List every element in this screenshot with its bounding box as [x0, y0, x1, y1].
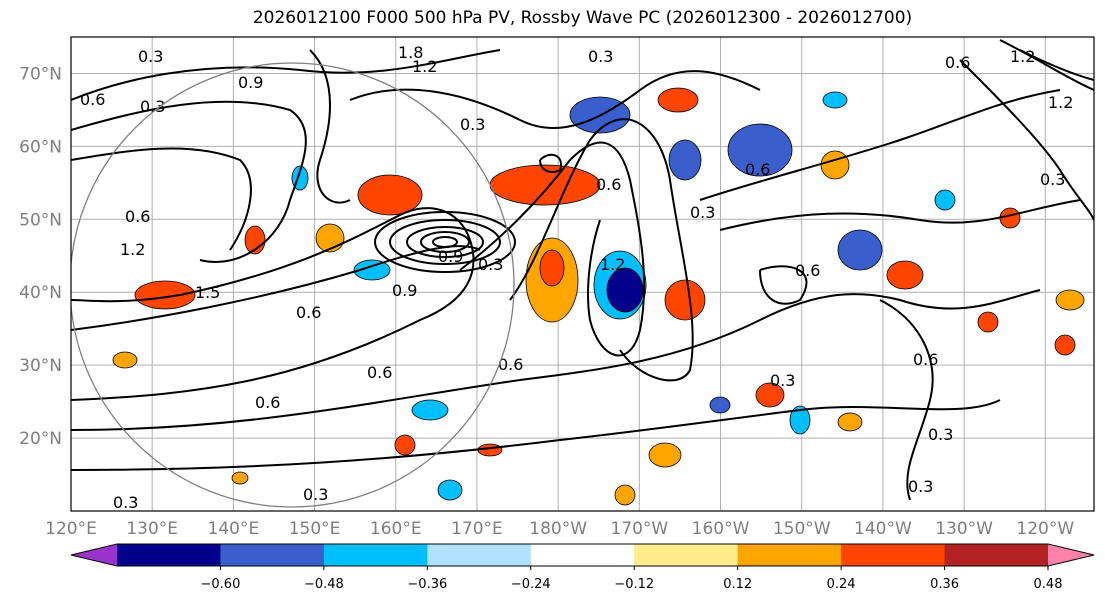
- colorbar-tick-label: −0.60: [201, 577, 241, 592]
- contour-label: 0.3: [588, 47, 613, 66]
- contour-label: 0.6: [296, 303, 321, 322]
- contour-label: 0.3: [303, 485, 328, 504]
- contour-label: 0.9: [238, 73, 263, 92]
- contour-labels: 0.3 0.6 0.3 0.9 1.8 1.2 0.3 0.3 0.6 1.2 …: [80, 43, 1073, 512]
- lon-tick-label: 140°E: [208, 519, 260, 539]
- latitude-labels: 70°N 60°N 50°N 40°N 30°N 20°N: [19, 64, 62, 449]
- contour-label: 0.3: [908, 477, 933, 496]
- colorbar-outline: [70, 543, 1095, 567]
- contour-label: 0.6: [913, 350, 938, 369]
- colorbar-tick-label: −0.24: [511, 577, 551, 592]
- colorbar-tick-label: −0.12: [614, 577, 654, 592]
- contour-label: 0.3: [770, 371, 795, 390]
- contour-label: 0.3: [478, 255, 503, 274]
- contour-label: 0.3: [928, 425, 953, 444]
- longitude-labels: 120°E 130°E 140°E 150°E 160°E 170°E 180°W 170°W…: [45, 519, 1074, 539]
- contour-label: 0.3: [140, 97, 165, 116]
- plot-frame: [70, 36, 1095, 512]
- pv-contours: [71, 39, 1094, 501]
- lat-tick-label: 20°N: [19, 429, 62, 449]
- colorbar-box: [841, 544, 946, 566]
- contour-label: 0.6: [596, 175, 621, 194]
- contour-label: 1.2: [600, 255, 625, 274]
- lon-tick-label: 160°E: [370, 519, 422, 539]
- colorbar-box: [220, 544, 325, 566]
- lon-tick-label: 170°E: [451, 519, 503, 539]
- lat-tick-label: 60°N: [19, 137, 62, 157]
- contour-label: 0.6: [745, 160, 770, 179]
- colorbar-ticks: −0.60 −0.48 −0.36 −0.24 −0.12 0.12 0.24 0.36 0.4…: [201, 566, 1063, 592]
- contour-label: 1.2: [1010, 47, 1035, 66]
- contour-label: 0.3: [690, 203, 715, 222]
- lon-tick-label: 160°W: [692, 519, 750, 539]
- lon-tick-label: 130°E: [126, 519, 178, 539]
- lon-tick-label: 170°W: [610, 519, 668, 539]
- colorbar-tick-label: 0.48: [1034, 577, 1063, 592]
- lon-tick-label: 130°W: [935, 519, 993, 539]
- contour-label: 0.9: [392, 281, 417, 300]
- contour-label: 1.8: [398, 43, 423, 62]
- colorbar-box: [634, 544, 739, 566]
- colorbar-tick-label: 0.12: [723, 577, 752, 592]
- contour-label: 1.2: [1048, 93, 1073, 112]
- contour-label: 0.6: [125, 207, 150, 226]
- lat-tick-label: 70°N: [19, 64, 62, 84]
- range-circle: [71, 62, 515, 508]
- contour-label: 0.3: [113, 493, 138, 512]
- colorbar: [70, 543, 1095, 567]
- lat-tick-label: 30°N: [19, 356, 62, 376]
- colorbar-box: [944, 544, 1049, 566]
- contour-label: 0.6: [80, 90, 105, 109]
- contour-label: 0.3: [138, 47, 163, 66]
- lon-tick-label: 120°W: [1016, 519, 1074, 539]
- lon-tick-label: 120°E: [45, 519, 97, 539]
- colorbar-tick-label: −0.36: [407, 577, 447, 592]
- colorbar-box: [427, 544, 532, 566]
- colorbar-box: [117, 544, 221, 566]
- colorbar-box: [737, 544, 842, 566]
- lon-tick-label: 150°E: [289, 519, 341, 539]
- colorbar-tick-label: 0.24: [827, 577, 856, 592]
- lon-tick-label: 150°W: [773, 519, 831, 539]
- contour-label: 0.6: [498, 355, 523, 374]
- contour-label: 0.6: [795, 261, 820, 280]
- contour-label: 1.2: [412, 57, 437, 76]
- colorbar-extend-low: [71, 544, 117, 566]
- lon-tick-label: 140°W: [854, 519, 912, 539]
- contour-label: 0.3: [1040, 170, 1065, 189]
- lon-tick-label: 180°W: [529, 519, 587, 539]
- contour-label: 0.6: [255, 393, 280, 412]
- colorbar-tick-label: −0.48: [304, 577, 344, 592]
- colorbar-box: [530, 544, 635, 566]
- colorbar-extend-high: [1048, 544, 1094, 566]
- contour-label: 0.6: [367, 363, 392, 382]
- contour-label: 0.3: [460, 115, 485, 134]
- lat-tick-label: 50°N: [19, 210, 62, 230]
- contour-label: 0.6: [945, 53, 970, 72]
- contour-label: 1.2: [120, 240, 145, 259]
- colorbar-box: [323, 544, 428, 566]
- colorbar-tick-label: 0.36: [930, 577, 959, 592]
- lat-tick-label: 40°N: [19, 283, 62, 303]
- chart-title: 2026012100 F000 500 hPa PV, Rossby Wave …: [252, 8, 913, 28]
- contour-label: 0.9: [438, 247, 463, 266]
- contour-label: 1.5: [195, 283, 220, 302]
